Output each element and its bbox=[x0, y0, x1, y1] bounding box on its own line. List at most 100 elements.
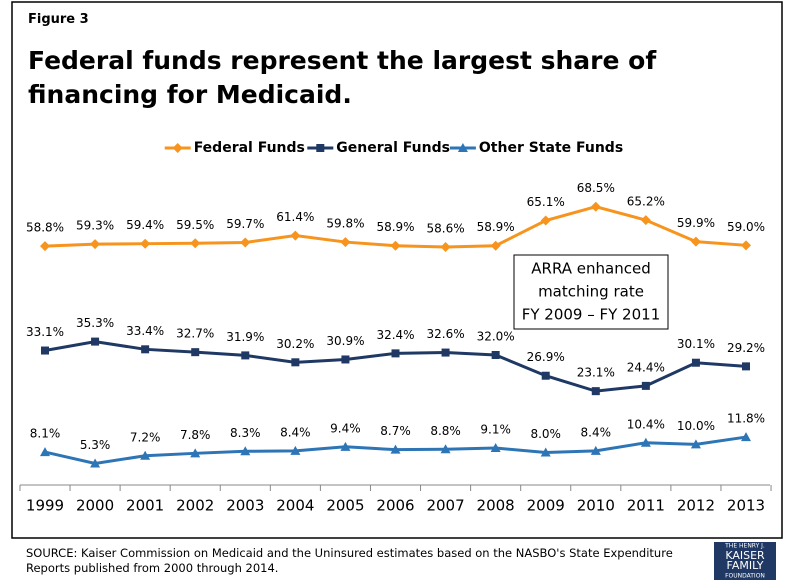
x-tick-label: 2010 bbox=[577, 497, 615, 515]
data-label: 23.1% bbox=[577, 366, 615, 380]
marker bbox=[690, 236, 701, 247]
marker bbox=[140, 238, 151, 249]
marker bbox=[541, 371, 550, 380]
data-label: 32.4% bbox=[376, 328, 414, 342]
data-label: 10.4% bbox=[627, 417, 665, 431]
marker bbox=[742, 362, 750, 371]
source-note: SOURCE: Kaiser Commission on Medicaid an… bbox=[26, 546, 673, 575]
marker bbox=[140, 450, 151, 460]
data-label: 58.8% bbox=[26, 221, 64, 235]
data-label: 8.4% bbox=[280, 425, 311, 439]
x-tick-label: 2005 bbox=[326, 497, 364, 515]
marker bbox=[141, 345, 150, 354]
marker bbox=[391, 349, 400, 358]
data-label: 7.2% bbox=[130, 430, 161, 444]
marker bbox=[641, 381, 650, 390]
data-label: 58.6% bbox=[427, 221, 465, 235]
chart-title: Federal funds represent the largest shar… bbox=[28, 46, 657, 109]
annotation: ARRA enhanced bbox=[531, 260, 650, 278]
legend-label: General Funds bbox=[336, 140, 450, 156]
data-label: 5.3% bbox=[80, 438, 111, 452]
x-tick-label: 2004 bbox=[276, 497, 314, 515]
x-tick-label: 2002 bbox=[176, 497, 214, 515]
marker bbox=[640, 437, 651, 447]
logo-box bbox=[714, 542, 776, 580]
marker bbox=[316, 144, 325, 152]
x-tick-label: 2012 bbox=[677, 497, 715, 515]
data-label: 61.4% bbox=[276, 210, 314, 224]
data-label: 33.4% bbox=[126, 324, 164, 338]
annotation: matching rate bbox=[538, 283, 644, 301]
marker bbox=[191, 348, 200, 357]
frame bbox=[11, 1, 783, 539]
marker bbox=[640, 215, 651, 226]
x-tick-label: 2008 bbox=[477, 497, 515, 515]
data-label: 7.8% bbox=[180, 428, 211, 442]
marker bbox=[190, 238, 201, 249]
data-label: 30.2% bbox=[276, 337, 314, 351]
data-label: 65.1% bbox=[527, 195, 565, 209]
data-label: 8.0% bbox=[530, 427, 561, 441]
marker bbox=[240, 446, 251, 456]
marker bbox=[240, 237, 251, 248]
marker bbox=[190, 448, 201, 458]
marker bbox=[540, 447, 551, 457]
x-tick-label: 2013 bbox=[727, 497, 765, 515]
x-tick-label: 2001 bbox=[126, 497, 164, 515]
marker bbox=[590, 445, 601, 455]
data-label: 59.3% bbox=[76, 219, 114, 233]
marker bbox=[340, 441, 351, 451]
data-label: 32.7% bbox=[176, 327, 214, 341]
data-label: 8.1% bbox=[30, 427, 61, 441]
marker bbox=[490, 240, 501, 251]
logo-text: THE HENRY J. bbox=[724, 543, 765, 550]
marker bbox=[490, 443, 501, 453]
data-label: 65.2% bbox=[627, 195, 665, 209]
marker bbox=[440, 241, 451, 252]
data-label: 32.0% bbox=[477, 330, 515, 344]
marker bbox=[91, 337, 100, 346]
data-label: 11.8% bbox=[727, 412, 765, 426]
marker bbox=[390, 240, 401, 251]
x-tick-label: 1999 bbox=[26, 497, 64, 515]
annotation: FY 2009 – FY 2011 bbox=[522, 306, 661, 324]
data-label: 10.0% bbox=[677, 419, 715, 433]
logo-text: FAMILY bbox=[727, 559, 764, 572]
marker bbox=[741, 240, 751, 251]
marker bbox=[241, 351, 250, 360]
marker bbox=[291, 358, 300, 367]
x-tick-label: 2007 bbox=[426, 497, 464, 515]
data-label: 59.8% bbox=[326, 217, 364, 231]
marker bbox=[341, 355, 350, 364]
marker bbox=[691, 358, 700, 367]
marker bbox=[457, 143, 468, 152]
data-label: 59.4% bbox=[126, 218, 164, 232]
marker bbox=[491, 351, 500, 359]
data-label: 59.9% bbox=[677, 216, 715, 230]
data-label: 24.4% bbox=[627, 360, 665, 374]
data-label: 26.9% bbox=[527, 350, 565, 364]
marker bbox=[741, 432, 751, 442]
marker bbox=[90, 239, 101, 250]
data-label: 68.5% bbox=[577, 181, 615, 195]
data-label: 8.3% bbox=[230, 426, 261, 440]
data-label: 32.6% bbox=[427, 327, 465, 341]
data-label: 31.9% bbox=[226, 330, 264, 344]
annotation-box bbox=[513, 254, 669, 330]
marker bbox=[340, 237, 351, 248]
data-label: 30.1% bbox=[677, 337, 715, 351]
x-tick-label: 2000 bbox=[76, 497, 114, 515]
data-label: 30.9% bbox=[326, 334, 364, 348]
legend-label: Other State Funds bbox=[479, 140, 623, 156]
data-label: 9.4% bbox=[330, 421, 361, 435]
x-tick-label: 2003 bbox=[226, 497, 264, 515]
marker bbox=[540, 215, 551, 226]
data-label: 8.4% bbox=[581, 425, 612, 439]
figure-label: Figure 3 bbox=[28, 12, 89, 27]
marker bbox=[41, 346, 49, 355]
data-label: 8.7% bbox=[380, 424, 411, 438]
data-label: 59.7% bbox=[226, 217, 264, 231]
marker bbox=[390, 444, 401, 454]
